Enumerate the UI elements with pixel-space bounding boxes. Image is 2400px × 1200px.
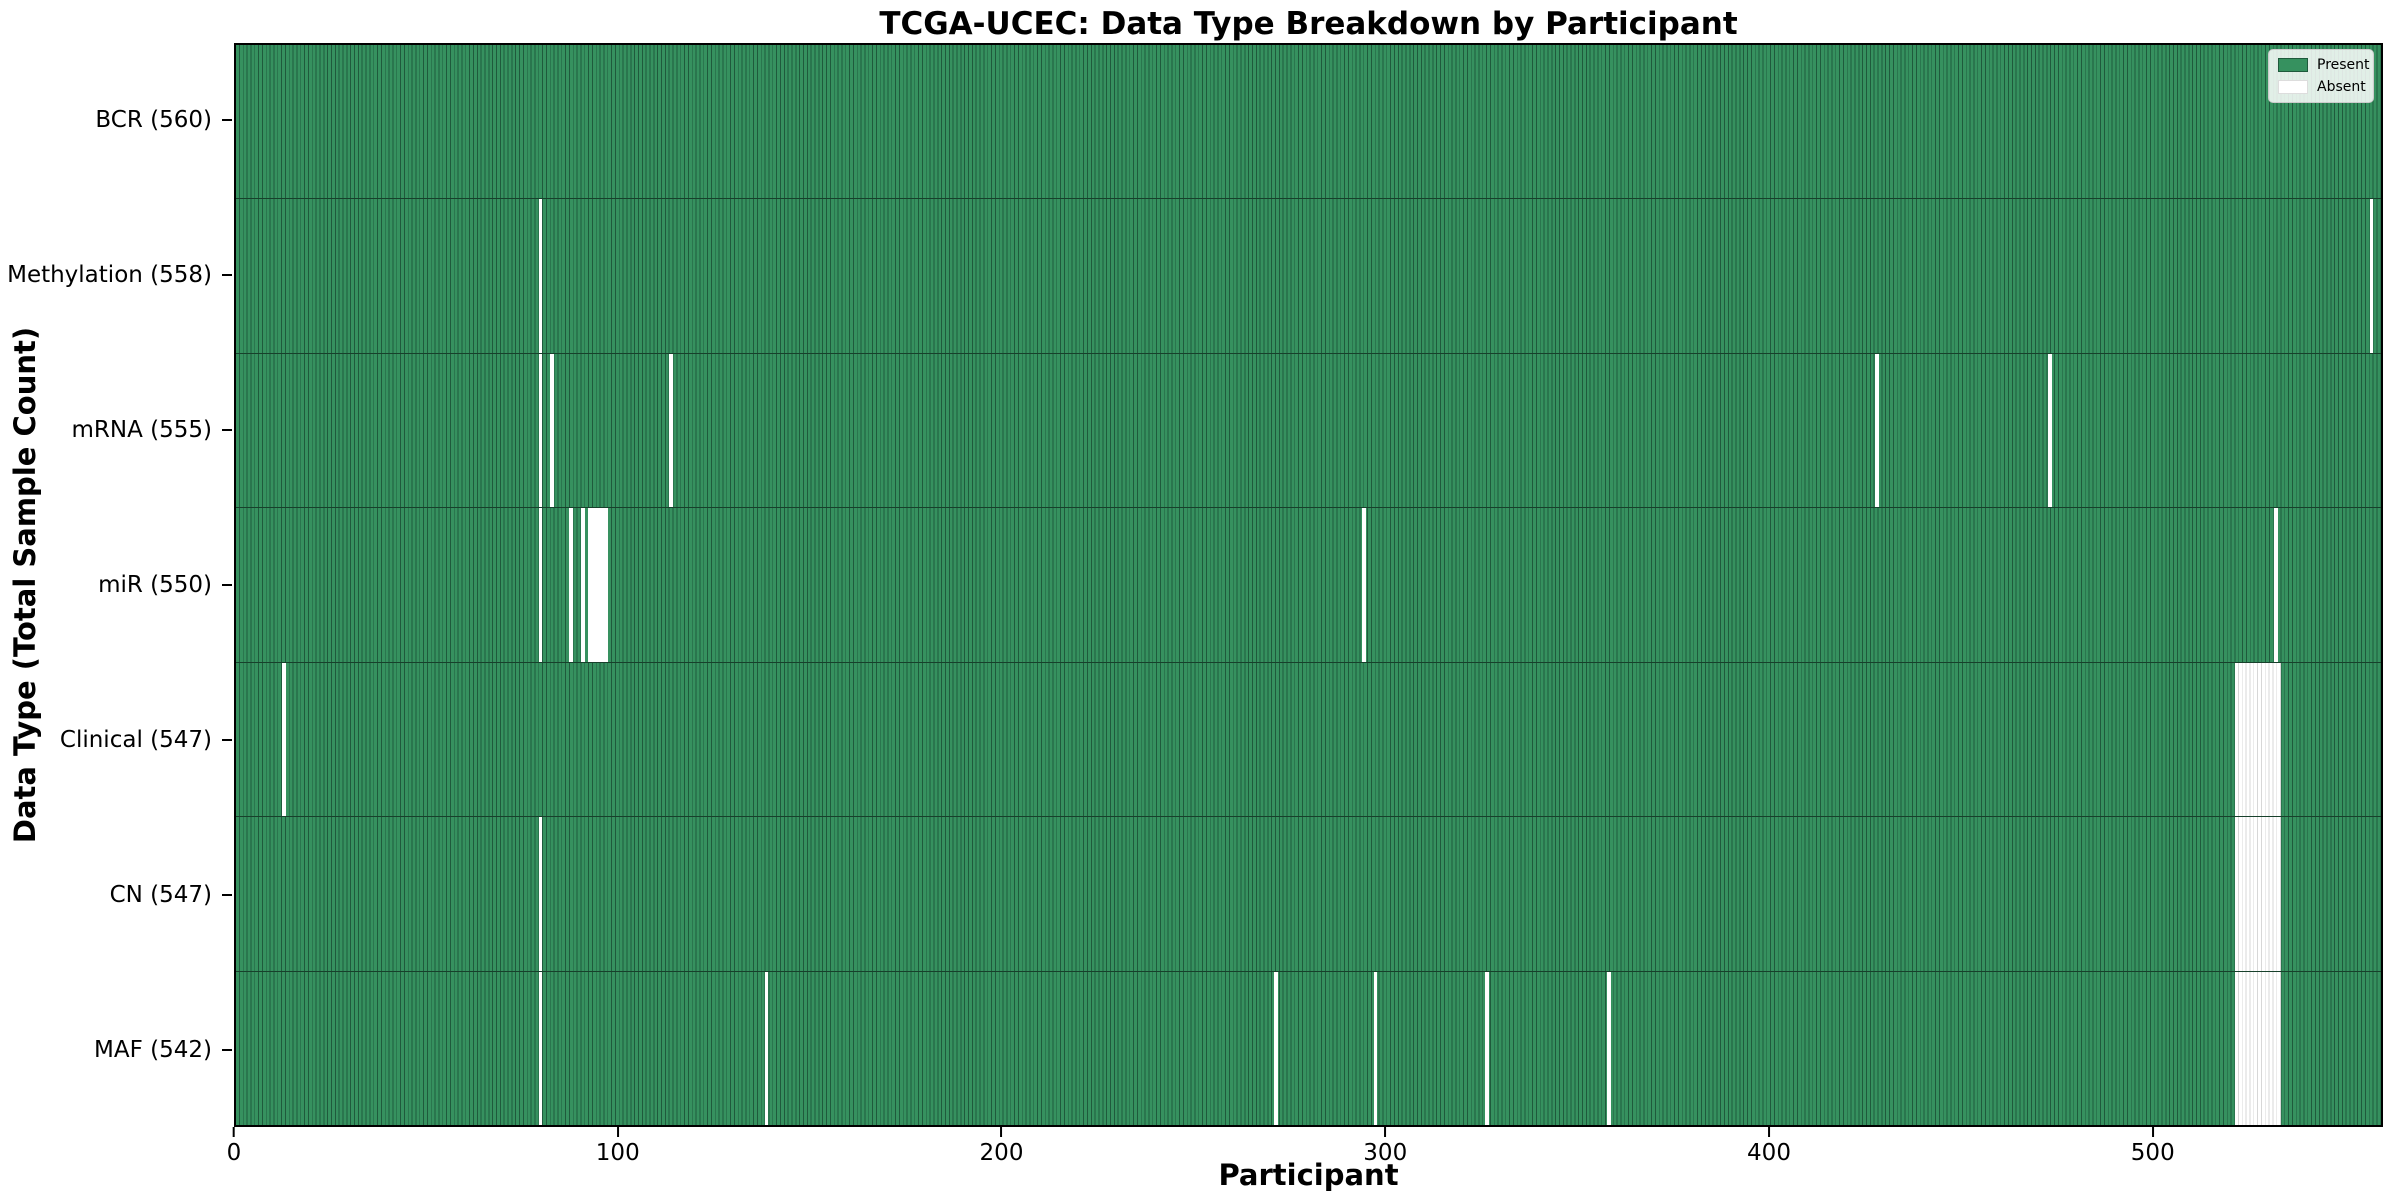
absent-mark [569, 508, 574, 662]
x-tick-100: 100 [596, 1127, 640, 1166]
absent-swatch-icon [2278, 80, 2308, 94]
absent-mark [550, 353, 554, 508]
absent-mark [538, 508, 543, 662]
x-tick-300: 300 [1363, 1127, 1407, 1166]
row-methylation [236, 198, 2381, 353]
plot-rows [236, 45, 2381, 1125]
y-tick-mark [222, 893, 232, 896]
absent-mark [596, 508, 600, 662]
y-tick-label-clinical: Clinical (547) [59, 726, 212, 753]
absent-mark [599, 508, 604, 662]
x-tick-label: 100 [595, 1140, 640, 1166]
absent-mark [538, 199, 543, 353]
y-tick-label-maf: MAF (542) [94, 1036, 212, 1063]
y-axis: BCR (560) Methylation (558) mRNA (555) miR … [0, 43, 234, 1127]
absent-mark [588, 508, 593, 662]
y-tick-label-mrna: mRNA (555) [71, 417, 212, 444]
row-cn [236, 816, 2381, 971]
absent-mark [2235, 971, 2282, 1125]
absent-mark [538, 353, 543, 508]
x-tick-label: 300 [1363, 1140, 1408, 1166]
absent-mark [580, 508, 585, 662]
absent-mark [603, 508, 608, 662]
x-tick-label: 200 [979, 1140, 1024, 1166]
x-tick-mark [1384, 1127, 1387, 1137]
row-maf [236, 970, 2381, 1125]
y-tick-mark [222, 1048, 232, 1051]
absent-mark [538, 817, 543, 971]
row-mrna [236, 352, 2381, 508]
absent-mark [668, 353, 673, 508]
row-mir [236, 507, 2381, 662]
x-tick-500: 500 [2131, 1127, 2175, 1166]
x-tick-200: 200 [979, 1127, 1024, 1166]
x-tick-label: 500 [2130, 1140, 2175, 1166]
absent-mark [2235, 662, 2282, 817]
y-tick-label-methylation: Methylation (558) [7, 262, 212, 289]
absent-mark [1875, 353, 1880, 508]
y-tick-mark [222, 119, 232, 122]
row-bcr [236, 45, 2381, 199]
y-tick-mark [222, 429, 232, 432]
x-tick-mark [232, 1127, 235, 1137]
legend-item-absent: Absent [2278, 79, 2366, 95]
y-tick-label-mir: miR (550) [98, 572, 212, 598]
x-tick-mark [2151, 1127, 2154, 1137]
absent-mark [764, 971, 769, 1125]
plot-area: Present Absent [234, 43, 2383, 1127]
y-tick-label-bcr: BCR (560) [95, 107, 212, 134]
absent-mark [538, 971, 543, 1125]
absent-mark [2047, 353, 2052, 508]
row-clinical [236, 661, 2381, 817]
legend-item-present: Present [2278, 57, 2370, 73]
absent-mark [2273, 508, 2278, 662]
y-tick-mark [222, 738, 232, 741]
absent-mark [281, 662, 286, 817]
x-axis-label: Participant [1218, 1158, 1399, 1192]
x-tick-mark [1000, 1127, 1003, 1137]
x-tick-400: 400 [1747, 1127, 1791, 1166]
absent-mark [1607, 971, 1612, 1125]
x-tick-mark [1768, 1127, 1770, 1137]
x-tick-label: 0 [226, 1140, 242, 1166]
x-tick-mark [616, 1127, 619, 1137]
absent-mark [592, 508, 597, 662]
y-tick-mark [222, 584, 232, 586]
legend: Present Absent [2268, 49, 2374, 103]
chart-title: TCGA-UCEC: Data Type Breakdown by Partic… [879, 6, 1738, 42]
absent-mark [1274, 971, 1278, 1125]
y-tick-mark [222, 274, 232, 277]
x-tick-0: 0 [226, 1127, 242, 1166]
absent-mark [1484, 971, 1489, 1125]
x-axis: 0 100 200 300 400 500 [227, 1127, 2383, 1172]
legend-label-absent: Absent [2317, 79, 2366, 95]
absent-mark [2369, 199, 2374, 353]
legend-label-present: Present [2317, 57, 2370, 73]
y-tick-label-cn: CN (547) [109, 881, 212, 908]
absent-mark [2235, 817, 2282, 971]
present-swatch-icon [2278, 58, 2308, 72]
absent-mark [1373, 971, 1378, 1125]
x-tick-label: 400 [1747, 1140, 1791, 1166]
absent-mark [1362, 508, 1366, 662]
